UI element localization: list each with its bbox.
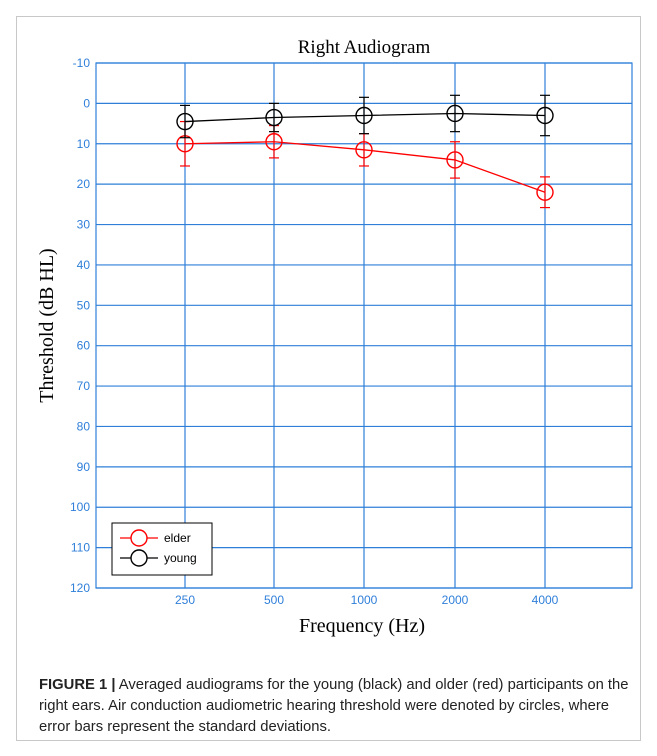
x-tick-label: 2000 <box>442 593 469 607</box>
y-tick-label: 40 <box>77 258 91 272</box>
legend-box <box>111 522 213 576</box>
data-point-young <box>536 106 554 125</box>
y-tick-label: 50 <box>77 298 91 312</box>
x-tick-label: 1000 <box>351 593 378 607</box>
y-tick-label: 100 <box>70 500 90 514</box>
data-point-elder <box>446 151 464 169</box>
x-tick-label: 4000 <box>532 593 559 607</box>
y-tick-label: 120 <box>70 581 90 595</box>
audiogram-chart: -10 0 10 20 30 40 50 60 70 80 90 100 110 120 250 500 100… <box>36 37 633 637</box>
data-point-elder <box>265 133 283 151</box>
figure-frame: -10 0 10 20 30 40 50 60 70 80 90 100 110 120 250 500 100… <box>16 16 641 741</box>
data-point-young <box>265 108 283 127</box>
data-point-elder <box>536 183 554 201</box>
x-axis-label: Frequency (Hz) <box>299 615 425 637</box>
y-tick-label: -10 <box>73 56 91 70</box>
data-point-young <box>355 106 373 125</box>
y-axis-label: Threshold (dB HL) <box>36 248 58 402</box>
y-tick-label: 60 <box>77 339 91 353</box>
legend-marker-young <box>130 549 148 567</box>
x-tick-label: 250 <box>175 593 195 607</box>
legend-label-young: young <box>164 551 197 565</box>
y-tick-label: 90 <box>77 460 91 474</box>
figure-caption: FIGURE 1 | Averaged audiograms for the y… <box>39 675 635 738</box>
data-point-young <box>446 104 464 123</box>
data-point-young <box>176 112 194 131</box>
y-tick-label: 30 <box>77 218 91 232</box>
y-tick-label: 20 <box>77 177 91 191</box>
chart-title: Right Audiogram <box>298 37 431 58</box>
y-tick-label: 10 <box>77 137 91 151</box>
caption-text: Averaged audiograms for the young (black… <box>39 677 629 735</box>
chart-area: -10 0 10 20 30 40 50 60 70 80 90 100 110 120 250 500 100… <box>17 17 642 642</box>
data-point-elder <box>355 141 373 159</box>
y-tick-label: 110 <box>71 541 90 555</box>
y-tick-label: 0 <box>83 96 90 110</box>
y-tick-label: 70 <box>77 379 91 393</box>
caption-label: FIGURE 1 | <box>39 677 116 693</box>
legend-label-elder: elder <box>164 531 191 545</box>
y-tick-label: 80 <box>77 419 91 433</box>
x-tick-label: 500 <box>264 593 284 607</box>
legend-marker-elder <box>130 529 148 547</box>
